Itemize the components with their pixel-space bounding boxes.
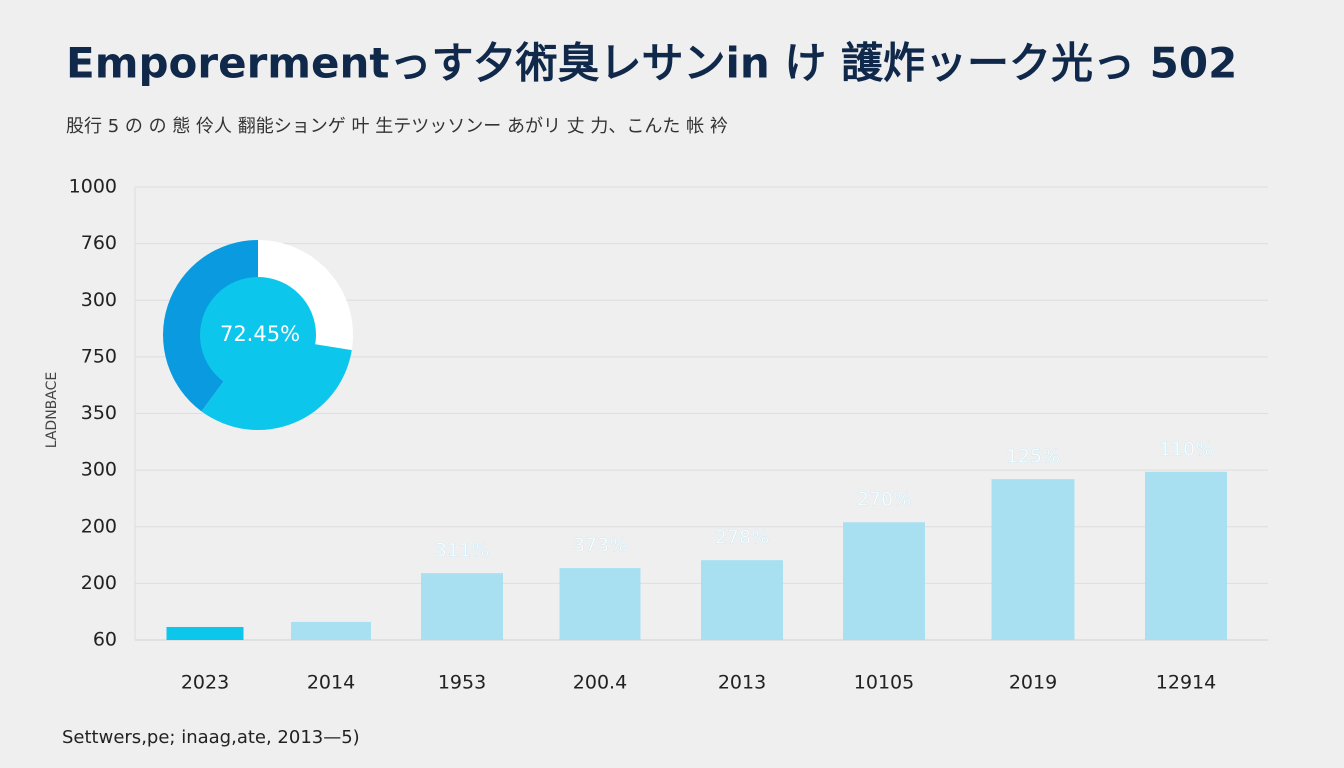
x-tick-label: 2013: [718, 672, 766, 694]
bar: [843, 522, 925, 640]
bar-annotation: 311%: [435, 540, 489, 562]
bar: [291, 621, 371, 640]
chart-title: Emporermentっす夕術臭レサンin け 護炸ッーク光っ 502: [66, 39, 1237, 88]
y-tick-label: 1000: [69, 176, 117, 198]
donut-label: 72.45%: [220, 322, 300, 346]
y-tick-label: 350: [81, 402, 117, 424]
x-tick-label: 1953: [438, 672, 486, 694]
y-tick-label: 300: [81, 289, 117, 311]
chart-subtitle: 股行 5 の の 態 伶人 翻能ションゲ 叶 生テツッソンー あがリ 丈 力、こ…: [66, 116, 728, 137]
x-tick-label: 2014: [307, 672, 355, 694]
y-tick-label: 200: [81, 515, 117, 537]
y-tick-label: 200: [81, 572, 117, 594]
bar: [1145, 471, 1227, 640]
bar: [421, 573, 503, 640]
bar-annotation: 110%: [1159, 438, 1213, 460]
y-tick-label: 750: [81, 345, 117, 367]
x-tick-label: 10105: [854, 672, 914, 694]
bar: [166, 626, 244, 640]
x-tick-label: 200.4: [573, 672, 627, 694]
bar-annotation: 373%: [573, 535, 627, 557]
donut-center: [200, 277, 316, 393]
bar-annotation: 270%: [857, 489, 911, 511]
x-tick-label: 2023: [181, 672, 229, 694]
bar: [701, 560, 783, 640]
bar-annotation: 125%: [1006, 446, 1060, 468]
x-tick-label: 2019: [1009, 672, 1057, 694]
bar-annotation: 278%: [715, 527, 769, 549]
y-axis-label: LADNBACE: [44, 372, 60, 449]
footer: Settwers,pe; inaag,ate, 2013—5): [62, 727, 360, 748]
bar: [559, 568, 641, 640]
y-tick-label: 760: [81, 232, 117, 254]
bar: [991, 479, 1075, 640]
y-tick-label: 300: [81, 459, 117, 481]
x-tick-label: 12914: [1156, 672, 1216, 694]
y-tick-label: 60: [93, 629, 117, 651]
